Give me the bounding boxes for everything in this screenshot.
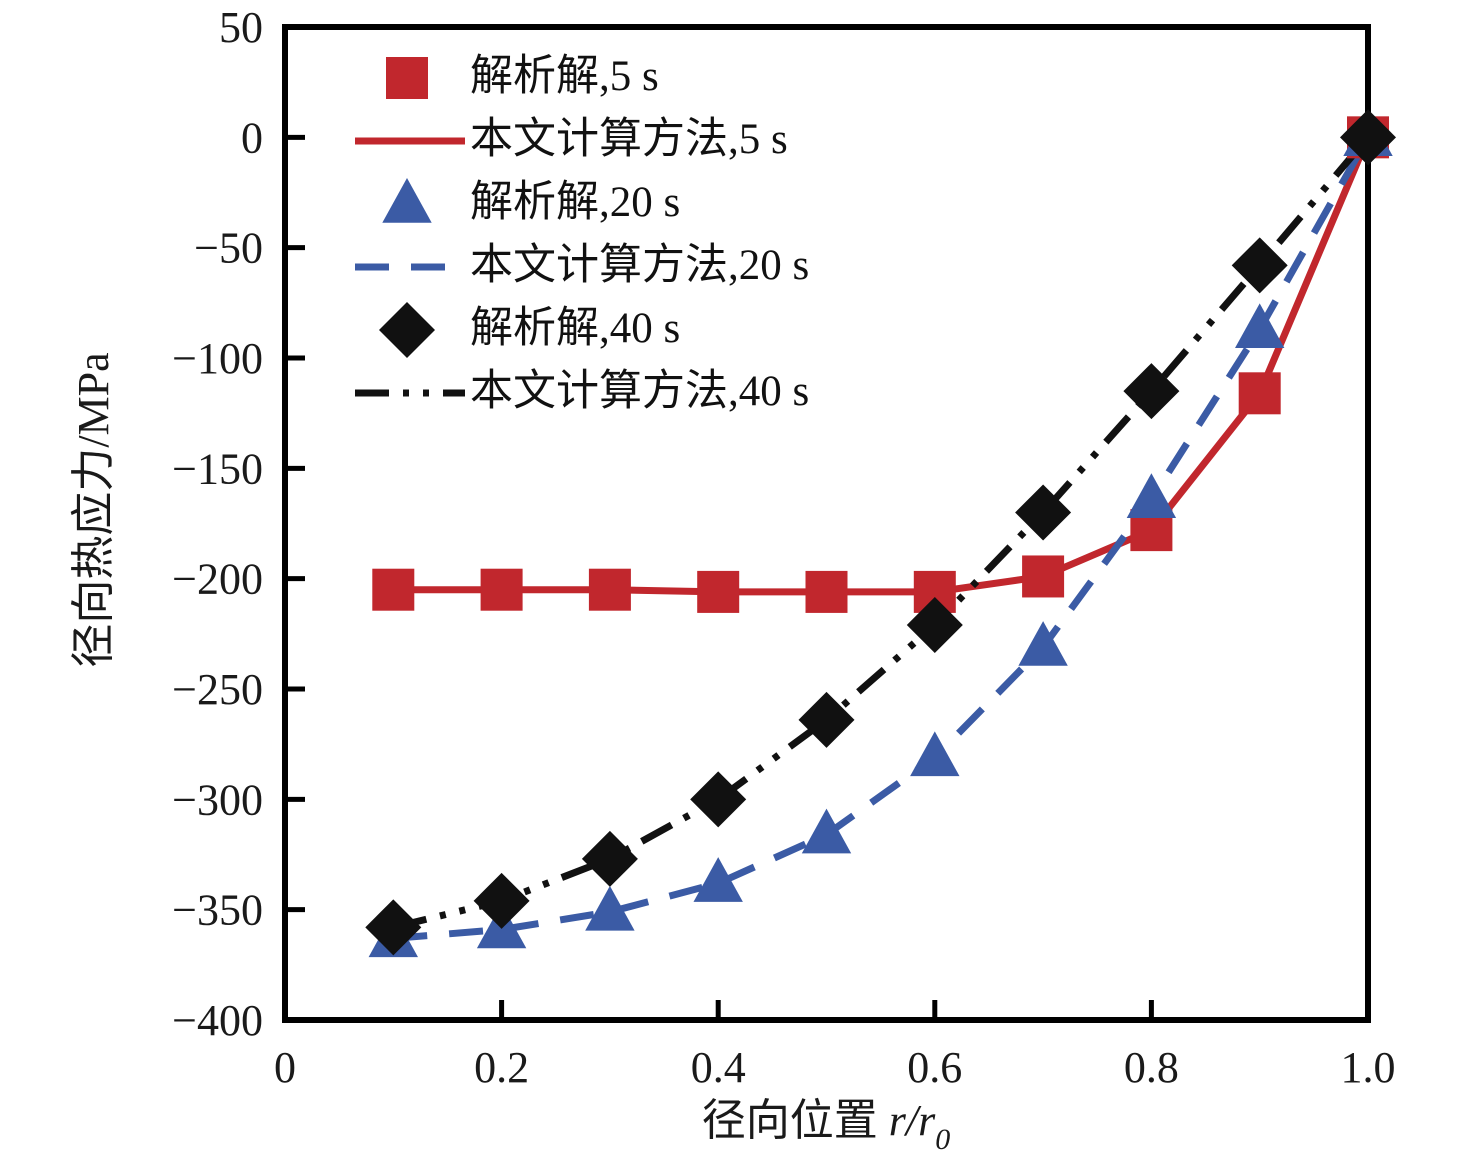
y-axis-title-text: 径向热应力/MPa	[69, 352, 118, 667]
x-axis-title: 径向位置 r/r0	[702, 1096, 950, 1156]
series-line-method_5s	[393, 135, 1372, 596]
data-point-analytic_5s	[372, 568, 415, 611]
y-tick-label: −50	[194, 224, 263, 273]
x-axis-tick-labels: 0 0.2 0.4 0.6 0.8 1.0	[274, 1043, 1396, 1092]
data-point-analytic_40s	[690, 771, 747, 828]
data-point-analytic_40s	[1015, 484, 1072, 541]
y-tick-label: −150	[172, 444, 263, 493]
legend-label: 解析解,20 s	[470, 179, 680, 226]
data-point-analytic_5s	[1238, 372, 1281, 415]
data-point-analytic_20s	[1235, 303, 1285, 349]
data-point-analytic_40s	[1340, 109, 1396, 166]
x-tick-label: 0.2	[474, 1043, 529, 1092]
y-tick-label: 0	[241, 113, 263, 162]
legend-item-1: 本文计算方法,5 s	[355, 115, 788, 163]
y-tick-label: −300	[172, 775, 263, 824]
legend-item-3: 本文计算方法,20 s	[355, 241, 809, 289]
legend-item-0: 解析解,5 s	[386, 53, 659, 100]
data-point-analytic_5s	[805, 570, 848, 613]
data-point-analytic_40s	[906, 597, 963, 654]
data-point-analytic_40s	[798, 691, 855, 748]
y-tick-label: −100	[172, 334, 263, 383]
data-point-analytic_5s	[480, 568, 523, 611]
data-point-analytic_20s	[1018, 621, 1068, 666]
data-point-analytic_20s	[693, 857, 743, 902]
data-point-analytic_5s	[697, 570, 740, 613]
legend-label: 解析解,40 s	[470, 305, 680, 352]
legend-label: 本文计算方法,20 s	[470, 241, 809, 289]
y-tick-label: −400	[172, 996, 263, 1045]
data-point-analytic_20s	[1126, 473, 1177, 518]
data-point-analytic_40s	[581, 830, 638, 887]
legend-item-4: 解析解,40 s	[379, 302, 680, 358]
x-tick-label: 1.0	[1341, 1043, 1396, 1092]
legend-label: 本文计算方法,5 s	[470, 115, 788, 163]
legend-label: 解析解,5 s	[470, 53, 659, 100]
x-tick-label: 0.6	[907, 1043, 962, 1092]
legend-marker-triangle-icon	[382, 178, 432, 223]
legend-item-2: 解析解,20 s	[382, 178, 680, 226]
data-point-analytic_40s	[1123, 363, 1180, 420]
data-point-analytic_5s	[1022, 555, 1065, 598]
series-line-method_20s	[393, 135, 1372, 942]
x-axis-title-text: 径向位置 r/r0	[702, 1096, 950, 1156]
series-line-method_40s	[392, 135, 1371, 931]
x-tick-label: 0	[274, 1043, 296, 1092]
data-point-analytic_40s	[473, 872, 530, 929]
legend-marker-diamond-icon	[379, 302, 435, 358]
y-tick-label: −350	[172, 886, 263, 935]
plot-frame	[282, 24, 1371, 1023]
y-tick-label: −250	[172, 665, 263, 714]
y-axis-ticks	[285, 24, 305, 1023]
data-point-analytic_20s	[801, 808, 852, 854]
chart-legend: 解析解,5 s 本文计算方法,5 s 解析解,20 s 本文计算方法,20 s 解析解,…	[355, 53, 809, 415]
data-point-analytic_20s	[910, 731, 960, 777]
x-tick-label: 0.4	[691, 1043, 746, 1092]
legend-item-5: 本文计算方法,40 s	[355, 367, 809, 415]
legend-label: 本文计算方法,40 s	[470, 367, 809, 415]
data-point-analytic_5s	[588, 568, 631, 611]
series-lines	[392, 135, 1372, 942]
series-markers	[365, 109, 1396, 958]
data-point-analytic_40s	[365, 899, 422, 956]
y-tick-label: −200	[172, 555, 263, 604]
y-axis-title: 径向热应力/MPa	[69, 352, 118, 667]
y-tick-label: 50	[219, 3, 263, 52]
y-axis-tick-labels: 50 0 −50 −100 −150 −200 −250 −300 −350 −400	[172, 3, 263, 1045]
x-axis-ticks	[282, 1000, 1371, 1020]
legend-marker-square-icon	[386, 57, 428, 99]
x-tick-label: 0.8	[1124, 1043, 1179, 1092]
data-point-analytic_20s	[585, 885, 635, 931]
data-point-analytic_40s	[1231, 237, 1288, 294]
